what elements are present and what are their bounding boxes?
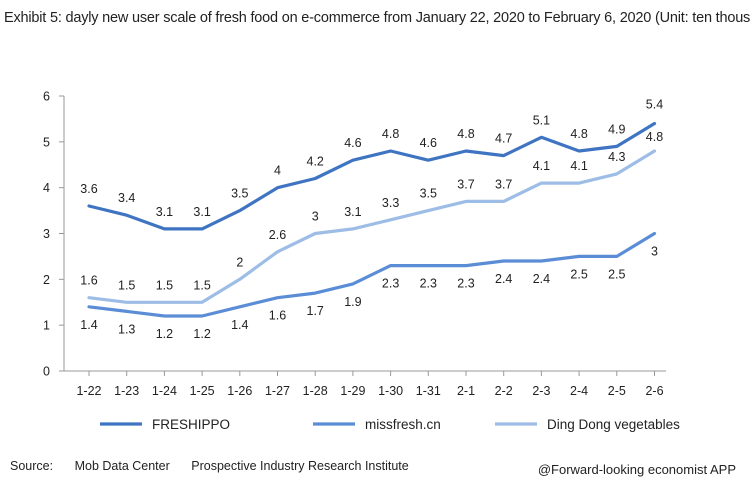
data-label: 3.5 [420,187,437,201]
x-tick-label: 2-1 [457,384,475,398]
data-label: 4 [274,164,281,178]
series-line-2 [87,149,657,304]
data-label: 4.6 [420,136,437,150]
data-label: 2.6 [269,228,286,242]
y-tick-label: 4 [43,181,50,195]
source-item: Prospective Industry Research Institute [191,459,409,473]
legend: FRESHIPPO missfresh.cn Ding Dong vegetable… [100,417,680,432]
data-label: 2.3 [420,277,437,291]
x-tick-label: 1-30 [378,384,403,398]
data-label: 4.1 [570,159,587,173]
data-label: 3 [651,245,658,259]
data-label: 4.7 [495,132,512,146]
x-tick-label: 2-3 [532,384,550,398]
data-label: 1.2 [156,327,173,341]
data-label: 4.8 [570,127,587,141]
data-label: 3 [312,210,319,224]
data-label: 4.1 [533,159,550,173]
data-label: 2.4 [533,272,550,286]
data-label: 3.4 [118,191,135,205]
data-label: 4.2 [307,155,324,169]
data-label: 1.2 [193,327,210,341]
legend-label: missfresh.cn [365,417,441,432]
data-label: 1.4 [80,318,97,332]
data-label: 1.3 [118,322,135,336]
x-tick-label: 2-4 [570,384,588,398]
source-note: Source: Mob Data Center Prospective Indu… [10,459,427,473]
data-label: 4.9 [608,122,625,136]
data-label: 3.3 [382,196,399,210]
data-label: 1.7 [307,304,324,318]
data-label: 1.5 [118,278,135,292]
data-label: 3.1 [344,205,361,219]
data-label: 3.1 [193,205,210,219]
data-label: 1.5 [193,278,210,292]
data-label: 2.5 [570,267,587,281]
data-label: 1.6 [269,309,286,323]
data-label: 4.6 [344,136,361,150]
y-tick-label: 3 [43,227,50,241]
legend-label: Ding Dong vegetables [547,417,680,432]
data-label: 5.1 [533,113,550,127]
data-label: 2.5 [608,267,625,281]
legend-label: FRESHIPPO [152,417,230,432]
x-tick-label: 1-23 [114,384,139,398]
data-label: 3.5 [231,187,248,201]
data-label: 3.7 [495,177,512,191]
credit-text: @Forward-looking economist APP [537,462,736,477]
source-label: Source: [10,459,54,473]
y-tick-label: 1 [43,319,50,333]
data-label: 2.3 [457,277,474,291]
x-tick-label: 1-25 [190,384,215,398]
data-label: 2 [236,255,243,269]
source-item: Mob Data Center [74,459,170,473]
data-label: 2.4 [495,272,512,286]
data-label: 1.9 [344,295,361,309]
x-tick-label: 1-26 [227,384,252,398]
data-label: 4.8 [646,130,663,144]
x-tick-label: 2-6 [645,384,663,398]
data-label: 4.8 [457,127,474,141]
x-tick-label: 2-2 [495,384,513,398]
axes: 0 1 2 3 4 5 6 1-22 1-23 1-24 1-25 1-26 1-27 1-28 1-29 1… [43,90,666,398]
data-label: 4.8 [382,127,399,141]
series-line-1 [87,231,657,318]
x-tick-label: 1-22 [76,384,101,398]
data-label: 3.1 [156,205,173,219]
x-tick-label: 1-31 [416,384,441,398]
x-tick-label: 1-28 [303,384,328,398]
y-tick-label: 2 [43,273,50,287]
data-labels: 3.6 3.4 3.1 3.1 3.5 4 4.2 4.6 4.8 4.6 4.8 4.7 5.1 4.8… [80,98,663,342]
series-line-0 [87,121,657,231]
x-tick-label: 1-24 [152,384,177,398]
data-label: 3.7 [457,177,474,191]
data-label: 5.4 [646,98,663,112]
x-tick-label: 2-5 [608,384,626,398]
data-label: 1.4 [231,318,248,332]
data-label: 3.6 [80,182,97,196]
x-tick-label: 1-27 [265,384,290,398]
data-label: 1.5 [156,278,173,292]
x-tick-label: 1-29 [340,384,365,398]
y-tick-label: 0 [43,365,50,379]
data-label: 4.3 [608,150,625,164]
chart-title: Exhibit 5: dayly new user scale of fresh… [4,10,750,26]
y-tick-label: 6 [43,90,50,104]
series-lines [87,121,657,318]
data-label: 2.3 [382,277,399,291]
y-tick-label: 5 [43,135,50,149]
data-label: 1.6 [80,274,97,288]
